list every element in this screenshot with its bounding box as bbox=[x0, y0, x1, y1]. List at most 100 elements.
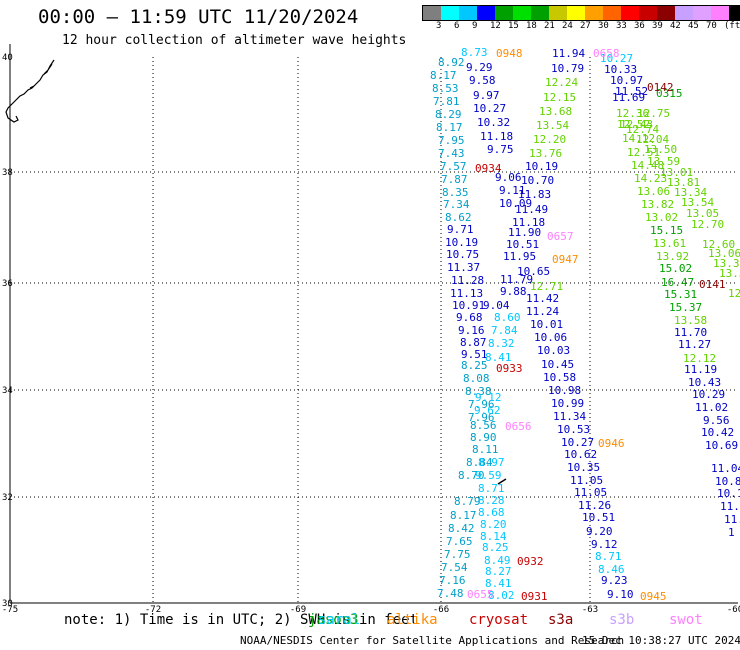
wave-height-label: 10.51 bbox=[506, 238, 539, 251]
wave-height-label: 8.42 bbox=[448, 522, 475, 535]
wave-height-label: 8.17 bbox=[430, 69, 457, 82]
wave-height-label: 11.42 bbox=[526, 292, 559, 305]
colorbar-swatch bbox=[729, 6, 740, 20]
coastline-nova-scotia bbox=[5, 59, 55, 123]
wave-height-label: 10.62 bbox=[564, 448, 597, 461]
wave-height-label: 8.17 bbox=[436, 121, 463, 134]
colorbar-label: 12 bbox=[490, 21, 501, 31]
wave-height-label: 10.91 bbox=[452, 299, 485, 312]
wave-height-label: 0932 bbox=[517, 555, 544, 568]
wave-height-label: 15.31 bbox=[664, 288, 697, 301]
wave-height-label: 11.70 bbox=[674, 326, 707, 339]
wave-height-label: 0933 bbox=[496, 362, 523, 375]
wave-height-label: 8.08 bbox=[463, 372, 490, 385]
wave-height-label: 7.75 bbox=[444, 548, 471, 561]
wave-height-label: 10.58 bbox=[543, 371, 576, 384]
wave-height-label: 8.41 bbox=[485, 351, 512, 364]
wave-height-label: 13.06 bbox=[637, 185, 670, 198]
wave-height-label: 10.75 bbox=[446, 248, 479, 261]
footer-credit: NOAA/NESDIS Center for Satellite Applica… bbox=[240, 634, 625, 647]
wave-height-label: 10.33 bbox=[604, 63, 637, 76]
wave-height-label: 7.48 bbox=[437, 587, 464, 600]
wave-height-label: 8.71 bbox=[595, 550, 622, 563]
y-tick-label: 30 bbox=[2, 599, 13, 609]
colorbar-label: 70 bbox=[706, 21, 717, 31]
wave-height-label: 13.54 bbox=[681, 196, 714, 209]
wave-height-label: 8.41 bbox=[485, 577, 512, 590]
wave-height-label: 0948 bbox=[496, 47, 523, 60]
wave-height-label: 0931 bbox=[521, 590, 548, 603]
wave-height-label: 11.04 bbox=[711, 462, 740, 475]
wave-height-label: 10.70 bbox=[521, 174, 554, 187]
wave-height-label: 13.59 bbox=[647, 155, 680, 168]
wave-height-label: 12.12 bbox=[683, 352, 716, 365]
wave-height-label: 11. bbox=[724, 513, 740, 526]
wave-height-label: 13.92 bbox=[656, 250, 689, 263]
wave-height-label: 11.94 bbox=[552, 47, 585, 60]
wave-height-label: 13.58 bbox=[674, 314, 707, 327]
wave-height-label: 0315 bbox=[656, 87, 683, 100]
colorbar-label: 36 bbox=[634, 21, 645, 31]
wave-height-label: 9.16 bbox=[458, 324, 485, 337]
wave-height-label: 9.12 bbox=[591, 538, 618, 551]
wave-height-label: 7.87 bbox=[441, 173, 468, 186]
wave-height-label: 10.43 bbox=[688, 376, 721, 389]
wave-height-label: 0142 bbox=[647, 81, 674, 94]
wave-height-label: 8.84 bbox=[466, 456, 493, 469]
wave-height-label: 8.17 bbox=[450, 509, 477, 522]
colorbar-swatch bbox=[675, 6, 693, 20]
wave-height-label: 8.60 bbox=[494, 311, 521, 324]
colorbar-label: 18 bbox=[526, 21, 537, 31]
wave-height-label: 10.27 bbox=[600, 52, 633, 65]
y-tick-label: 34 bbox=[2, 386, 13, 396]
wave-height-label: 13.34 bbox=[674, 186, 707, 199]
wave-height-label: 11.05 bbox=[574, 486, 607, 499]
colorbar-swatch bbox=[585, 6, 603, 20]
colorbar-label: 45 bbox=[688, 21, 699, 31]
wave-height-label: 10.79 bbox=[551, 62, 584, 75]
wave-height-label: 12.52 bbox=[617, 118, 650, 131]
wave-height-label: 7.43 bbox=[438, 147, 465, 160]
wave-height-label: 8.56 bbox=[470, 419, 497, 432]
wave-height-label: 13.3 bbox=[719, 267, 740, 280]
wave-height-label: 0934 bbox=[475, 162, 502, 175]
wave-height-label: 8.02 bbox=[488, 589, 515, 602]
map-title: 00:00 – 11:59 UTC 11/20/2024 bbox=[38, 6, 359, 28]
mission-legend-cryosat: cryosat bbox=[469, 612, 529, 628]
wave-height-label: 11.0 bbox=[720, 500, 740, 513]
wave-height-label: 0658 bbox=[593, 47, 620, 60]
wave-height-label: 8.73 bbox=[461, 46, 488, 59]
wave-height-label: 16.47 bbox=[661, 276, 694, 289]
wave-height-label: 8.28 bbox=[478, 494, 505, 507]
colorbar-swatch bbox=[621, 6, 639, 20]
wave-height-label: 9.23 bbox=[601, 574, 628, 587]
wave-height-label: 8.25 bbox=[461, 359, 488, 372]
wave-height-label: 10.06 bbox=[534, 331, 567, 344]
wave-height-label: 7.65 bbox=[446, 535, 473, 548]
wave-height-label: 8.92 bbox=[438, 56, 465, 69]
wave-height-label: 12 bbox=[728, 287, 740, 300]
wave-height-label: 12.71 bbox=[530, 280, 563, 293]
colorbar-label: 3 bbox=[436, 21, 442, 31]
wave-height-label: 13.61 bbox=[653, 237, 686, 250]
altimeter-tracks: 8.928.178.537.818.298.177.957.437.577.87… bbox=[430, 46, 740, 603]
x-tick-label: -60 bbox=[727, 605, 740, 615]
wave-height-label: 10.98 bbox=[548, 384, 581, 397]
wave-height-label: 9.06 bbox=[495, 171, 522, 184]
wave-height-label: 11.49 bbox=[515, 203, 548, 216]
wave-height-label: 8.79 bbox=[454, 495, 481, 508]
wave-height-label: 11.37 bbox=[447, 261, 480, 274]
wave-height-label: 11.26 bbox=[578, 499, 611, 512]
wave-height-label: 7.95 bbox=[438, 134, 465, 147]
wave-height-label: 8.53 bbox=[432, 82, 459, 95]
wave-height-label: 11.83 bbox=[518, 188, 551, 201]
wave-height-label: 11.19 bbox=[684, 363, 717, 376]
wave-height-label: 10.65 bbox=[517, 265, 550, 278]
wave-height-label: 13.54 bbox=[536, 119, 569, 132]
wave-height-label: 9.12 bbox=[475, 391, 502, 404]
wave-height-label: 13.68 bbox=[539, 105, 572, 118]
wave-height-label: 9.71 bbox=[447, 223, 474, 236]
wave-height-label: 11.28 bbox=[451, 274, 484, 287]
wave-height-label: 9.11 bbox=[499, 184, 526, 197]
wave-height-label: 14.12 bbox=[622, 132, 655, 145]
